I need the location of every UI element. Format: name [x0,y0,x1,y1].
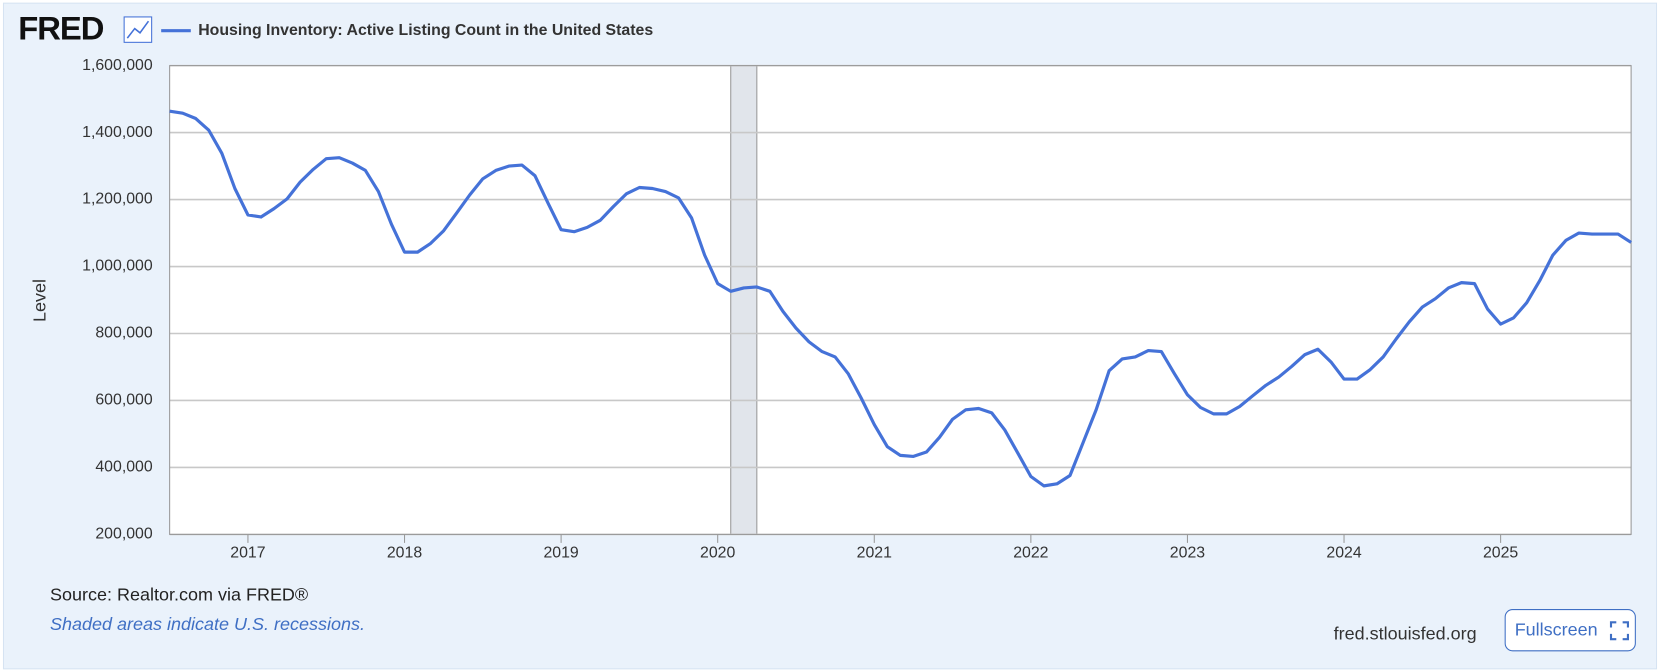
x-tick-label: 2023 [1170,545,1205,562]
site-url: fred.stlouisfed.org [1334,624,1477,644]
y-tick-label: 1,400,000 [82,124,153,141]
y-tick-label: 1,000,000 [82,258,153,275]
x-tick-label: 2025 [1483,545,1518,562]
y-tick-label: 200,000 [95,526,153,543]
recession-band [730,65,757,535]
x-tick-label: 2019 [543,545,578,562]
button-icon[interactable] [1609,621,1629,641]
legend-label: Housing Inventory: Active Listing Count … [198,22,653,39]
logo: FRED [18,9,103,46]
y-tick-label: 1,600,000 [82,57,153,74]
x-tick-label: 2021 [857,545,892,562]
y-tick-label: 800,000 [95,325,153,342]
x-tick-label: 2022 [1013,545,1048,562]
plot-area [169,65,1632,535]
button-box[interactable] [1504,609,1636,652]
fullscreen-button[interactable]: Fullscreen [1504,609,1636,652]
x-tick-label: 2024 [1326,545,1361,562]
data-line [169,109,1632,488]
y-tick-label: 600,000 [95,392,153,409]
logo-icon [123,16,153,43]
recession-note: Shaded areas indicate U.S. recessions. [50,614,365,634]
x-tick-label: 2018 [387,545,422,562]
x-tick-label: 2017 [230,545,265,562]
y-axis-label: Level [29,279,49,322]
y-tick-label: 400,000 [95,459,153,476]
y-tick-label: 1,200,000 [82,191,153,208]
source: Source: Realtor.com via FRED® [50,585,308,605]
x-tick-label: 2020 [700,545,735,562]
plot-border [169,65,1632,535]
button-label[interactable]: Fullscreen [1515,619,1598,639]
